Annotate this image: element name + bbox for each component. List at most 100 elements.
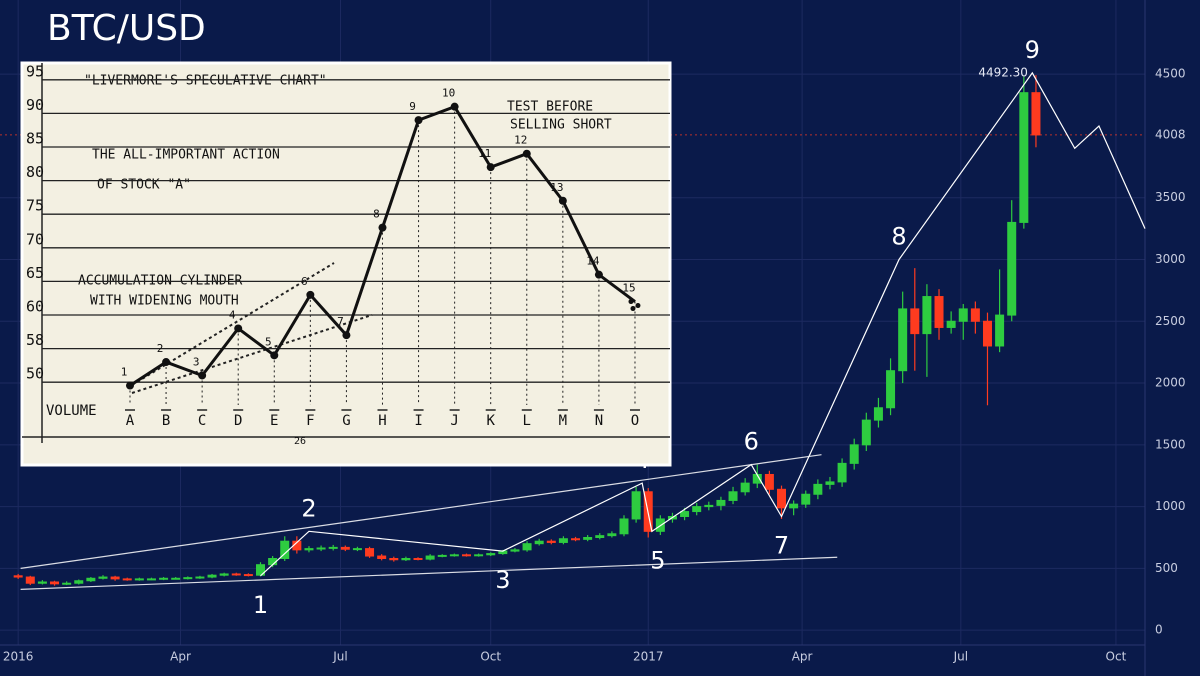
candle-body	[946, 320, 956, 328]
candle-body	[304, 548, 314, 551]
inset-x-label: M	[559, 413, 567, 429]
inset-point	[635, 303, 641, 309]
inset-x-label: J	[450, 413, 458, 429]
inset-point	[450, 102, 459, 111]
candle-body	[437, 554, 447, 557]
candle-body	[873, 407, 883, 421]
channel-line	[20, 556, 838, 590]
candle-body	[595, 535, 605, 538]
wave-label: 3	[495, 566, 510, 594]
trend-line	[260, 71, 1146, 577]
y-tick-label: 2000	[1155, 376, 1186, 390]
candle-body	[680, 511, 690, 517]
candle-body	[995, 314, 1005, 347]
inset-note: SELLING SHORT	[510, 118, 612, 133]
inset-point-label: 13	[550, 181, 563, 194]
inset-title: "LIVERMORE'S SPECULATIVE CHART"	[84, 74, 327, 89]
candle-body	[171, 577, 181, 580]
inset-point	[162, 358, 171, 367]
wave-label: 6	[744, 428, 759, 456]
candle-body	[958, 308, 968, 322]
candle-body	[825, 481, 835, 485]
inset-point-label: 3	[193, 355, 200, 368]
wave-label: 5	[650, 546, 665, 574]
y-tick-label: 1000	[1155, 499, 1186, 513]
candle-body	[243, 574, 253, 577]
candle-body	[231, 573, 241, 576]
x-tick-label: Oct	[1106, 650, 1127, 664]
candle-body	[122, 578, 132, 581]
inset-point	[486, 163, 495, 172]
candle-body	[13, 575, 23, 578]
inset-point	[306, 290, 315, 299]
candle-body	[449, 554, 459, 557]
inset-y-label: 50	[26, 365, 44, 383]
inset-point	[342, 331, 351, 340]
inset-x-label: G	[342, 413, 350, 429]
inset-x-label: I	[414, 413, 422, 429]
inset-point-label: 7	[337, 315, 344, 328]
candle-body	[98, 576, 108, 579]
inset-point-label: 12	[514, 134, 527, 147]
inset-point-label: 8	[373, 208, 380, 221]
inset-x-label: C	[198, 413, 206, 429]
y-tick-label: 4500	[1155, 67, 1186, 81]
inset-y-label: 65	[26, 264, 44, 282]
wave-label: 1	[253, 591, 268, 619]
candle-body	[413, 558, 423, 561]
candle-body	[558, 538, 568, 543]
candle-body	[340, 546, 350, 550]
inset-y-label: 95	[26, 62, 44, 80]
inset-point-label: 14	[586, 255, 600, 268]
candle-body	[692, 506, 702, 513]
inset-x-label: E	[270, 413, 278, 429]
inset-point	[558, 196, 567, 205]
x-tick-label: Apr	[170, 650, 191, 664]
candle-body	[328, 546, 338, 549]
candle-body	[934, 296, 944, 328]
candle-body	[910, 308, 920, 335]
x-tick-label: Apr	[792, 650, 813, 664]
candle-body	[740, 482, 750, 493]
candle-body	[425, 555, 435, 560]
candle-body	[861, 419, 871, 446]
wave-label: 2	[301, 494, 316, 522]
inset-y-label: 85	[26, 130, 44, 148]
cylinder-line	[131, 314, 373, 394]
inset-note: THE ALL-IMPORTANT ACTION	[92, 148, 280, 163]
candle-body	[886, 370, 896, 409]
volume-label: VOLUME	[46, 403, 97, 419]
candle-body	[1007, 221, 1017, 316]
candle-body	[86, 577, 96, 582]
wave-label: 9	[1025, 36, 1040, 64]
candle-body	[571, 538, 581, 541]
channel-line	[20, 454, 822, 569]
inset-x-label: H	[378, 413, 386, 429]
inset-x-label: D	[234, 413, 242, 429]
candle-body	[486, 553, 496, 556]
inset-background	[20, 61, 672, 467]
inset-x-label: N	[595, 413, 603, 429]
inset-point-label: 15	[622, 282, 635, 295]
inset-x-label: O	[631, 413, 639, 429]
candle-body	[607, 533, 617, 537]
candle-body	[631, 491, 641, 520]
candle-body	[898, 308, 908, 372]
inset-y-label: 60	[26, 298, 44, 316]
inset-point	[378, 223, 387, 232]
candle-body	[837, 462, 847, 483]
inset-point-label: 11	[478, 147, 491, 160]
candle-body	[922, 296, 932, 335]
inset-point-label: 6	[301, 275, 308, 288]
candle-body	[25, 576, 35, 584]
candle-body	[1019, 92, 1029, 223]
inset-point	[414, 116, 423, 125]
chart-title: BTC/USD	[47, 8, 206, 49]
x-tick-label: Jul	[332, 650, 347, 664]
candle-body	[62, 582, 72, 585]
inset-y-label: 58	[26, 331, 44, 349]
y-tick-label: 1500	[1155, 437, 1186, 451]
candle-body	[183, 577, 193, 580]
y-tick-label: 500	[1155, 561, 1178, 575]
candle-body	[50, 581, 60, 585]
